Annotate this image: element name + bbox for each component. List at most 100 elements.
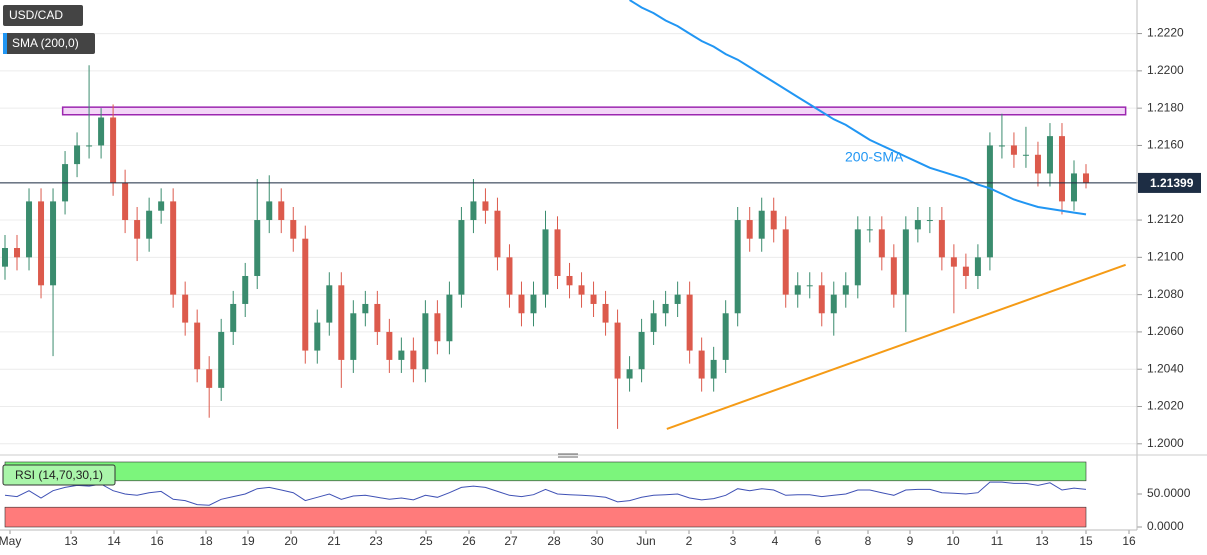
candle-body: [866, 229, 873, 231]
candle-body: [482, 201, 489, 211]
y-tick-label: 1.2000: [1147, 436, 1184, 450]
candle-body: [854, 229, 861, 286]
last-price-label: 1.21399: [1150, 176, 1194, 190]
symbol-label: USD/CAD: [9, 8, 63, 22]
x-tick-label: 14: [107, 534, 121, 548]
x-tick-label: 23: [369, 534, 383, 548]
sma-line: [629, 0, 1087, 216]
resistance-band: [61, 106, 1127, 116]
candle-body: [998, 145, 1005, 147]
y-tick-label: 1.2040: [1147, 361, 1184, 375]
rsi-legend-box[interactable]: [2, 464, 116, 486]
last-price-box: [1138, 172, 1201, 193]
candle-body: [494, 210, 501, 258]
candle-body: [86, 145, 93, 147]
candle-body: [794, 285, 801, 295]
price-plot: [0, 0, 1137, 445]
candle-body: [782, 229, 789, 295]
x-tick-label: 8: [865, 534, 872, 548]
candle-body: [230, 303, 237, 332]
axes: 1.2000 1.2020 1.2040 1.2060 1.2080 1.2100 1.21…: [0, 26, 1201, 548]
candle-body: [14, 248, 21, 258]
candle-body: [1070, 173, 1077, 202]
candle-body: [722, 313, 729, 360]
candle-body: [2, 248, 8, 267]
candle-body: [650, 313, 657, 332]
candle-body: [38, 201, 45, 286]
candle-body: [830, 294, 837, 314]
x-tick-label: 15: [1079, 534, 1093, 548]
candle-body: [26, 201, 33, 258]
candle-body: [614, 322, 621, 379]
x-tick-label: 20: [284, 534, 298, 548]
candle-body: [938, 220, 945, 258]
symbol-box[interactable]: [3, 5, 83, 26]
x-tick-label: May: [0, 534, 21, 548]
candle-body: [1046, 136, 1053, 174]
candle-body: [698, 350, 705, 379]
candle-body: [410, 350, 417, 370]
candle-body: [434, 313, 441, 342]
rsi-legend-label: RSI (14,70,30,1): [15, 468, 103, 482]
y-tick-label: 1.2220: [1147, 26, 1184, 40]
candle-body: [602, 303, 609, 323]
x-tick-label: 10: [946, 534, 960, 548]
y-tick-label: 1.2160: [1147, 138, 1184, 152]
sma-legend-label: SMA (200,0): [12, 36, 79, 50]
y-tick-label: 1.2100: [1147, 250, 1184, 264]
candle-body: [74, 145, 81, 165]
pane-grip[interactable]: [558, 453, 578, 458]
candle-body: [590, 294, 597, 304]
candle-body: [170, 201, 177, 295]
x-tick-label: 2: [686, 534, 693, 548]
candle-body: [422, 313, 429, 370]
candle-body: [110, 117, 117, 183]
candle-body: [686, 294, 693, 351]
x-tick-label: 25: [419, 534, 433, 548]
y-tick-label: 1.2060: [1147, 324, 1184, 338]
candle-body: [386, 331, 393, 360]
candle-body: [986, 145, 993, 258]
x-tick-label: 13: [64, 534, 78, 548]
candle-body: [734, 220, 741, 314]
rsi-plot: [4, 461, 1087, 528]
candle-body: [362, 303, 369, 314]
rsi-line: [4, 481, 1087, 506]
sma-legend-box[interactable]: [3, 33, 95, 54]
candle-body: [806, 285, 813, 287]
x-tick-label: 4: [772, 534, 779, 548]
sma-legend-swatch: [3, 33, 7, 54]
candle-body: [98, 117, 105, 146]
candle-body: [518, 294, 525, 314]
sma-annotation: 200-SMA: [845, 149, 904, 165]
y-tick-label: 1.2120: [1147, 212, 1184, 226]
candle-body: [542, 229, 549, 295]
candle-body: [302, 238, 309, 351]
candle-body: [746, 220, 753, 239]
candle-body: [218, 331, 225, 388]
candle-body: [1034, 154, 1041, 174]
y-tick-label: 1.2020: [1147, 399, 1184, 413]
candle-body: [626, 369, 633, 379]
x-tick-label: 6: [815, 534, 822, 548]
candle-body: [530, 294, 537, 314]
x-tick-label: 3: [730, 534, 737, 548]
candle-body: [254, 220, 261, 276]
candle-body: [638, 331, 645, 370]
x-tick-label: 19: [241, 534, 255, 548]
candle-body: [566, 275, 573, 286]
candle-body: [1010, 145, 1017, 155]
x-tick-label: 28: [547, 534, 561, 548]
rsi-upper-band: [4, 461, 1087, 482]
candle-body: [206, 369, 213, 388]
x-tick-label: 27: [504, 534, 518, 548]
x-tick-label: Jun: [636, 534, 655, 548]
candle-body: [674, 294, 681, 304]
candle-body: [290, 220, 297, 239]
candle-body: [1083, 173, 1089, 183]
candle-body: [374, 303, 381, 332]
candle-body: [122, 182, 129, 221]
candle-body: [146, 210, 153, 239]
candle-body: [662, 303, 669, 314]
